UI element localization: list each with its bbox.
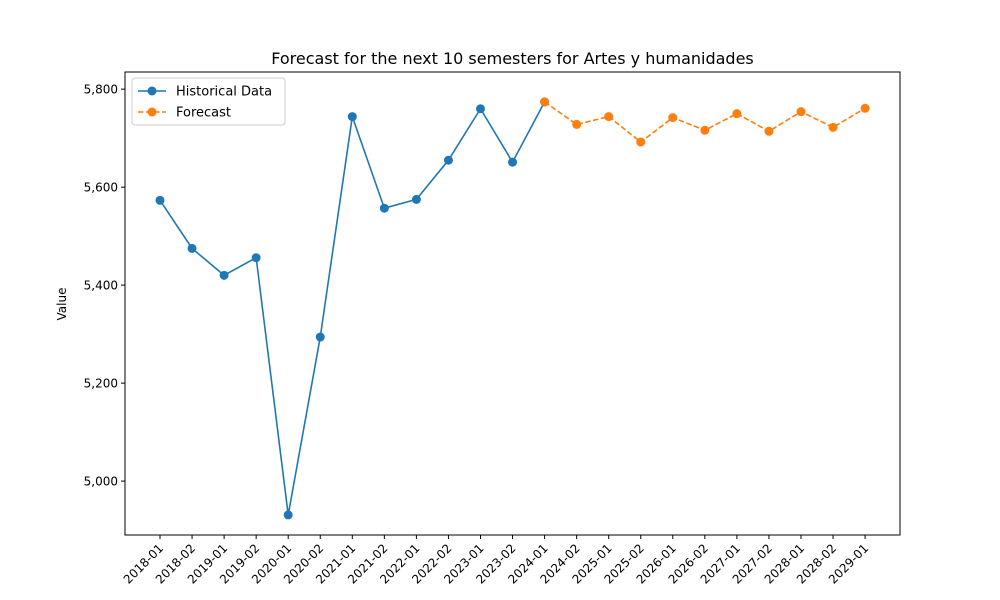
forecast-point (540, 97, 550, 107)
legend-box (131, 77, 286, 126)
y-axis-label: Value (55, 288, 69, 321)
historical-data-point (508, 157, 518, 167)
historical-data-line (159, 101, 546, 516)
historical-data-point (347, 112, 357, 122)
historical-data-point (379, 203, 389, 213)
forecast-point (828, 122, 838, 132)
legend-historical-label: Historical Data (176, 85, 272, 100)
plot-frame (124, 71, 901, 536)
forecast-line (544, 101, 866, 143)
forecast-point (860, 103, 870, 113)
historical-data-point (155, 195, 165, 205)
forecast-point (636, 137, 646, 147)
forecast-point (700, 125, 710, 135)
historical-data-point (315, 332, 325, 342)
y-tick-label: 5,600 (84, 181, 118, 195)
x-axis: 2018-012018-022019-012019-022020-012020-… (121, 535, 871, 587)
historical-data-point (443, 155, 453, 165)
historical-data-point (283, 510, 293, 520)
series-layer (155, 97, 870, 520)
legend-historical-marker (147, 86, 157, 96)
forecast-point (732, 109, 742, 119)
historical-data-point (476, 104, 485, 114)
y-tick-label: 5,000 (84, 475, 118, 489)
historical-data-point (219, 270, 229, 280)
y-axis: 5,000 5,200 5,400 5,600 5,800 (84, 83, 125, 489)
forecast-point (668, 113, 678, 123)
forecast-point (796, 107, 806, 117)
legend-forecast-marker (147, 107, 157, 117)
historical-data-point (251, 253, 261, 263)
y-tick-label: 5,400 (84, 279, 118, 293)
y-tick-label: 5,800 (84, 83, 118, 97)
forecast-point (604, 112, 614, 122)
historical-data-point (411, 194, 421, 204)
forecast-point (764, 126, 774, 136)
legend-forecast-label: Forecast (176, 106, 231, 121)
forecast-point (572, 119, 582, 129)
legend: Historical Data Forecast (131, 77, 286, 126)
historical-data-point (187, 243, 197, 253)
y-tick-label: 5,200 (84, 377, 118, 391)
chart-title: Forecast for the next 10 semesters for A… (271, 49, 754, 68)
